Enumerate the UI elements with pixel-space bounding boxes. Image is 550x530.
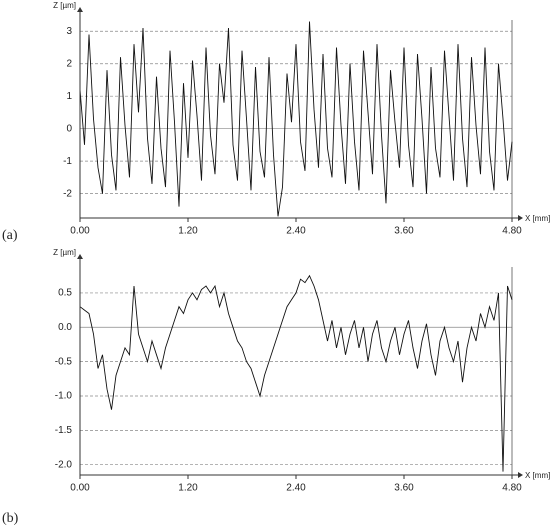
x-tick-label: 1.20	[178, 226, 198, 237]
y-tick-label: -1.5	[55, 425, 73, 436]
y-axis-label: Z [µm]	[53, 1, 76, 10]
y-tick-label: -1.0	[55, 391, 73, 402]
x-tick-label: 2.40	[286, 226, 306, 237]
y-axis-label: Z [µm]	[53, 248, 76, 257]
x-tick-label: 2.40	[286, 483, 306, 494]
y-tick-label: -0.5	[55, 356, 73, 367]
y-axis-arrow	[77, 254, 83, 259]
x-tick-label: 0.00	[70, 483, 90, 494]
x-axis-label: X [mm]	[525, 471, 550, 480]
y-tick-label: 0.5	[58, 288, 72, 299]
x-tick-label: 4.80	[502, 483, 522, 494]
panel-label: (b)	[2, 511, 19, 526]
x-axis-arrow	[518, 215, 523, 221]
x-tick-label: 0.00	[70, 226, 90, 237]
x-tick-label: 3.60	[394, 483, 414, 494]
profile-line	[79, 21, 513, 217]
y-tick-label: -1	[63, 156, 72, 167]
y-tick-label: 3	[66, 26, 72, 37]
y-axis-arrow	[77, 7, 83, 12]
y-tick-label: -2.0	[55, 459, 73, 470]
y-tick-label: 0	[66, 123, 72, 134]
y-tick-label: 0.0	[58, 322, 72, 333]
y-tick-label: 2	[66, 58, 72, 69]
panel-label: (a)	[2, 228, 18, 243]
x-tick-label: 3.60	[394, 226, 414, 237]
x-tick-label: 4.80	[502, 226, 522, 237]
y-tick-label: -2	[63, 188, 72, 199]
x-axis-arrow	[518, 472, 523, 478]
y-tick-label: 1	[66, 91, 72, 102]
x-tick-label: 1.20	[178, 483, 198, 494]
x-axis-label: X [mm]	[525, 214, 550, 223]
profile-line	[79, 274, 513, 472]
